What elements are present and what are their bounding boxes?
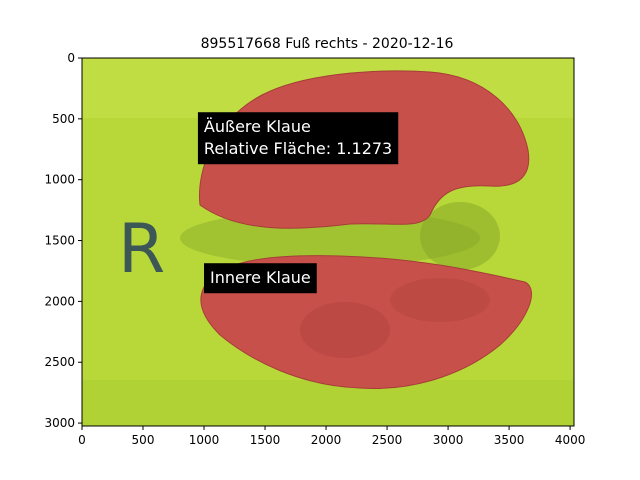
chart-title: 895517668 Fuß rechts - 2020-12-16: [201, 36, 454, 52]
x-tick-label: 2000: [311, 433, 342, 447]
inner-claw-texture-2: [390, 278, 490, 322]
photo-shade-bottom: [82, 380, 574, 426]
x-tick-label: 1000: [189, 433, 220, 447]
x-tick-label: 3000: [433, 433, 464, 447]
x-tick-label: 0: [78, 433, 86, 447]
inner-claw-texture: [300, 302, 390, 358]
y-tick-label: 2000: [44, 294, 75, 308]
y-tick-label: 3000: [44, 416, 75, 430]
annotations: Äußere Klaue Relative Fläche: 1.1273 Inner…: [197, 112, 399, 294]
y-tick-label: 1500: [44, 234, 75, 248]
annotation-box-inner: [204, 263, 317, 294]
x-tick-label: 4000: [555, 433, 586, 447]
annotation-box-outer: [197, 112, 399, 165]
marker-letter-r: R: [118, 210, 165, 289]
y-tick-label: 2500: [44, 355, 75, 369]
annotation-line-outer: Äußere Klaue: [204, 117, 311, 136]
x-axis: 0 500 1000 1500 2000 2500 3000 3500 4000: [78, 426, 585, 447]
photo-shadow-right: [420, 202, 500, 270]
annotation-line-inner: Innere Klaue: [210, 268, 311, 287]
plot-frame: [81, 57, 575, 427]
y-tick-label: 1000: [44, 173, 75, 187]
x-tick-label: 2500: [372, 433, 403, 447]
y-tick-label: 0: [67, 51, 75, 65]
y-axis: 0 500 1000 1500 2000 2500 3000: [44, 51, 82, 430]
x-tick-label: 500: [132, 433, 155, 447]
x-tick-label: 1500: [250, 433, 281, 447]
x-tick-label: 3500: [494, 433, 525, 447]
annotation-line-outer: Relative Fläche: 1.1273: [204, 139, 392, 158]
y-tick-label: 500: [52, 112, 75, 126]
